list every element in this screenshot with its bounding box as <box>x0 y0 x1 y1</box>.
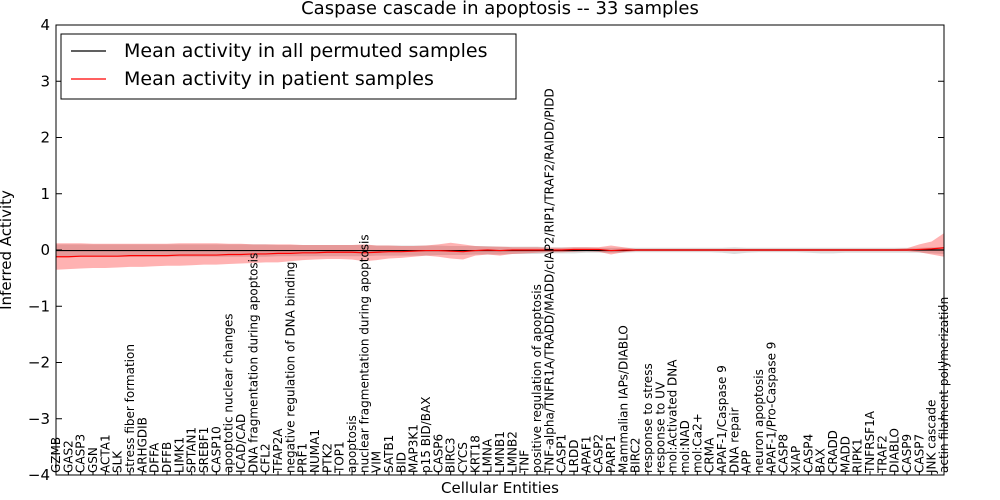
x-tick-label: APP <box>740 450 754 473</box>
x-tick-label: mol:NAD <box>678 420 692 473</box>
series-line-patient <box>56 247 945 258</box>
legend-frame <box>60 33 517 100</box>
x-tick-label: nuclear fragmentation during apoptosis <box>357 234 371 473</box>
x-tick-label: apoptosis <box>345 415 359 473</box>
x-tick-label: CASP7 <box>912 434 926 473</box>
x-tick-label: ARHGDIB <box>135 417 149 473</box>
x-tick-label: PARP1 <box>604 435 618 473</box>
x-tick-label: SPTAN1 <box>185 427 199 473</box>
x-tick-label: LMNB2 <box>505 431 519 473</box>
x-tick-label: LRDD <box>567 439 581 473</box>
x-tick-label: mol:Activated DNA <box>666 359 680 473</box>
x-tick-label: CASP8 <box>777 434 791 473</box>
y-axis-title: Inferred Activity <box>0 190 15 310</box>
legend-label-patient: Mean activity in patient samples <box>124 68 434 90</box>
x-tick-label: GZMB <box>49 437 63 473</box>
x-tick-label: XIAP <box>789 446 803 473</box>
x-tick-label: CFL2 <box>259 443 273 473</box>
x-tick-label: LIMK1 <box>172 437 186 473</box>
x-tick-label: DFFB <box>160 442 174 473</box>
x-tick-label: APAF-1/Caspase 9 <box>715 365 729 473</box>
x-tick-label: RIPK1 <box>851 438 865 473</box>
y-tick-label: 3 <box>40 72 50 90</box>
x-tick-label: CASP6 <box>431 434 445 473</box>
y-tick-label: 0 <box>40 241 50 259</box>
y-tick-label: −2 <box>28 354 50 372</box>
y-tick-label: −1 <box>28 297 50 315</box>
y-tick-label: −4 <box>28 466 50 484</box>
x-tick-label: neuron apoptosis <box>752 369 766 473</box>
x-tick-label: response to stress <box>641 363 655 473</box>
x-tick-label: BIRC2 <box>629 437 643 473</box>
x-tick-label: APAF-1/Pro-Caspase 9 <box>764 342 778 473</box>
x-tick-label: JNK cascade <box>925 400 939 474</box>
x-tick-label: VIM <box>370 451 384 473</box>
x-tick-label: BAX <box>814 448 828 473</box>
x-tick-label: CYCS <box>456 442 470 473</box>
x-tick-label: apoptotic nuclear changes <box>222 314 236 473</box>
x-tick-label: SREBF1 <box>197 427 211 473</box>
x-tick-label: GAS2 <box>61 440 75 473</box>
y-tick-label: 2 <box>40 129 50 147</box>
y-tick-label: 4 <box>40 16 50 34</box>
x-tick-label: Mammalian IAPs/DIABLO <box>616 325 630 473</box>
x-tick-label: DIABLO <box>888 428 902 473</box>
x-tick-label: stress fiber formation <box>123 344 137 473</box>
x-tick-label: MADD <box>838 436 852 473</box>
x-tick-label: LMNA <box>481 438 495 473</box>
x-tick-label: CASP10 <box>209 426 223 473</box>
x-tick-label: BIRC3 <box>444 437 458 473</box>
x-tick-label: CRADD <box>826 430 840 473</box>
x-tick-label: DFFA <box>148 442 162 473</box>
x-axis-title: Cellular Entities <box>441 479 559 497</box>
x-tick-label: ICAD/CAD <box>234 414 248 473</box>
y-tick-label: −3 <box>28 410 50 428</box>
x-tick-label: LMNB1 <box>493 431 507 473</box>
x-tick-label: TNF <box>518 450 532 474</box>
x-tick-label: PRF1 <box>296 443 310 473</box>
plot-area <box>56 233 945 270</box>
x-tick-label: positive regulation of apoptosis <box>530 284 544 473</box>
x-tick-label: SATB1 <box>382 435 396 473</box>
legend-label-permuted: Mean activity in all permuted samples <box>124 40 487 62</box>
x-tick-label: actin filament polymerization <box>937 297 951 473</box>
x-tick-label: TNFRSF1A <box>863 410 877 474</box>
x-tick-label: CASP9 <box>900 434 914 473</box>
x-tick-label: TRAF2 <box>875 435 889 474</box>
x-tick-label: CASP3 <box>74 434 88 473</box>
x-tick-label: GSN <box>86 447 100 473</box>
x-tick-label: TOP1 <box>333 441 347 474</box>
y-axis-ticks: −4 −3 −2 −1 0 1 2 3 4 <box>28 16 944 484</box>
y-tick-label: 1 <box>40 185 50 203</box>
x-tick-label: p15 BID/BAX <box>419 397 433 473</box>
x-tick-label: TNF-alpha/TNFR1A/TRADD/MADD/cIAP2/RIP1/T… <box>542 88 556 474</box>
x-tick-label: SLK <box>111 450 125 473</box>
x-tick-label: ACTA1 <box>98 434 112 473</box>
x-tick-label: NUMA1 <box>308 429 322 473</box>
x-tick-label: KRT18 <box>468 435 482 473</box>
x-tick-label: response to UV <box>653 381 667 473</box>
x-tick-label: CASP2 <box>592 434 606 473</box>
band-patient <box>56 233 944 270</box>
x-tick-label: DNA repair <box>727 407 741 473</box>
x-tick-label: PTK2 <box>320 443 334 473</box>
x-tick-label: MAP3K1 <box>407 424 421 473</box>
x-tick-label: DNA fragmentation during apoptosis <box>246 253 260 473</box>
x-tick-label: CASP1 <box>555 434 569 473</box>
x-tick-label: TFAP2A <box>271 428 285 474</box>
x-tick-label: negative regulation of DNA binding <box>283 262 297 473</box>
x-tick-label: BID <box>394 452 408 473</box>
legend: Mean activity in all permuted samples Me… <box>60 33 517 100</box>
x-tick-label: mol:Ca2+ <box>690 413 704 473</box>
x-tick-label: APAF1 <box>579 436 593 473</box>
x-tick-label: CRMA <box>703 437 717 473</box>
x-tick-label: CASP4 <box>801 434 815 473</box>
chart-title: Caspase cascade in apoptosis -- 33 sampl… <box>301 0 699 19</box>
